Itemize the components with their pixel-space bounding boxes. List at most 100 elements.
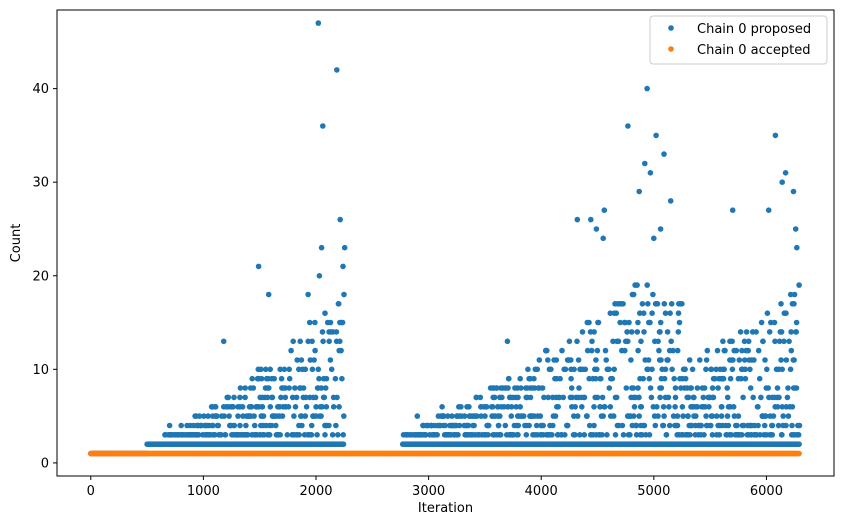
proposed-point [329, 432, 336, 438]
proposed-point [166, 422, 173, 429]
proposed-point [584, 347, 591, 354]
proposed-point [650, 291, 656, 298]
proposed-point [311, 357, 317, 363]
proposed-point [665, 394, 672, 401]
proposed-point [330, 404, 337, 410]
proposed-point [515, 432, 521, 438]
proposed-point [691, 394, 697, 401]
proposed-point [730, 357, 736, 363]
proposed-point [630, 413, 637, 419]
proposed-point [729, 207, 736, 213]
proposed-point [491, 394, 498, 401]
proposed-point [338, 347, 344, 354]
proposed-point [660, 404, 667, 410]
proposed-point [638, 338, 644, 345]
proposed-point [478, 413, 484, 419]
proposed-point [595, 319, 602, 326]
proposed-point [312, 319, 318, 326]
proposed-point [262, 366, 269, 373]
proposed-point [527, 394, 534, 401]
proposed-point [571, 366, 577, 373]
proposed-point [636, 413, 642, 419]
proposed-point [630, 385, 637, 391]
proposed-point [660, 422, 667, 429]
proposed-point [292, 385, 298, 391]
proposed-point [322, 385, 329, 391]
proposed-point [306, 319, 313, 326]
proposed-point [584, 413, 590, 419]
legend-label-proposed: Chain 0 proposed [697, 22, 811, 37]
proposed-point [322, 432, 328, 438]
proposed-point [222, 432, 229, 438]
proposed-point [655, 338, 661, 345]
proposed-point [720, 375, 727, 382]
proposed-point [637, 310, 643, 317]
proposed-point [601, 207, 608, 213]
proposed-point [482, 413, 488, 419]
proposed-point [282, 394, 289, 401]
proposed-point [740, 394, 746, 401]
proposed-point [445, 413, 451, 419]
proposed-point [701, 385, 708, 391]
proposed-point [309, 366, 316, 373]
proposed-point [687, 432, 693, 438]
proposed-point [340, 263, 346, 270]
proposed-point [594, 394, 601, 401]
proposed-point [239, 404, 246, 410]
proposed-point [709, 385, 716, 391]
proposed-point [785, 413, 792, 419]
proposed-point [340, 441, 347, 448]
proposed-point [550, 422, 556, 429]
proposed-point [682, 366, 688, 373]
proposed-point [269, 422, 275, 429]
proposed-point [778, 301, 784, 307]
y-tick-label: 10 [32, 363, 49, 378]
proposed-point [539, 385, 546, 391]
proposed-point [747, 385, 754, 391]
proposed-point [273, 422, 279, 429]
proposed-point [278, 394, 284, 401]
proposed-point [624, 329, 630, 335]
proposed-point [612, 432, 619, 438]
proposed-point [672, 394, 679, 401]
proposed-point [312, 347, 318, 354]
proposed-point [316, 273, 323, 279]
proposed-point [701, 432, 707, 438]
proposed-point [788, 329, 794, 335]
proposed-point [796, 441, 802, 448]
proposed-point [589, 338, 595, 345]
proposed-point [709, 413, 715, 419]
proposed-point [289, 394, 296, 401]
proposed-point [513, 404, 519, 410]
proposed-point [340, 432, 347, 438]
proposed-point [591, 404, 597, 410]
proposed-point [477, 394, 484, 401]
proposed-point [680, 413, 686, 419]
proposed-point [285, 404, 292, 410]
proposed-point [284, 432, 291, 438]
proposed-point [604, 432, 610, 438]
proposed-point [466, 404, 472, 410]
proposed-point [669, 366, 675, 373]
proposed-point [626, 319, 632, 326]
proposed-point [288, 347, 294, 354]
proposed-point [733, 347, 740, 354]
proposed-point [245, 432, 251, 438]
proposed-point [485, 422, 492, 429]
proposed-point [598, 375, 604, 382]
proposed-point [706, 404, 712, 410]
proposed-point [278, 375, 285, 382]
proposed-point [562, 366, 569, 373]
proposed-point [606, 385, 613, 391]
proposed-point [720, 338, 726, 345]
proposed-point [296, 432, 303, 438]
proposed-point [757, 432, 763, 438]
proposed-point [609, 375, 616, 382]
proposed-point [734, 422, 740, 429]
y-tick-label: 30 [32, 176, 49, 191]
proposed-point [201, 413, 207, 419]
proposed-point [636, 188, 642, 195]
proposed-point [525, 366, 531, 373]
proposed-point [642, 160, 648, 167]
proposed-point [315, 20, 322, 26]
